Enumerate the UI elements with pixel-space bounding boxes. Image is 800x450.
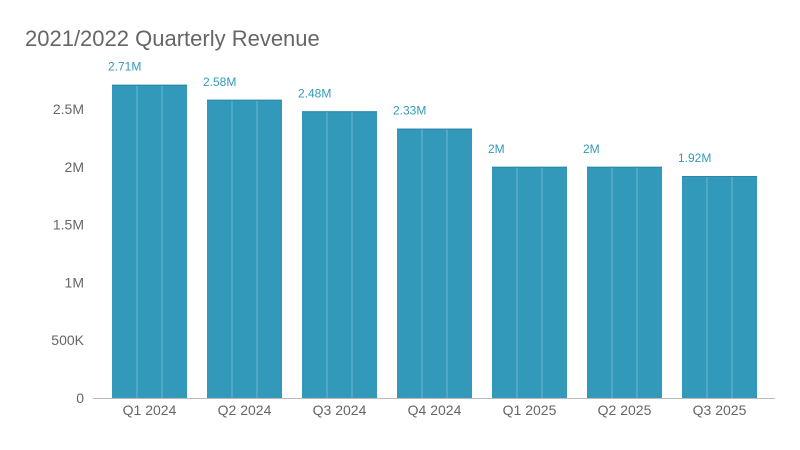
y-tick-label: 1.5M <box>53 217 84 233</box>
data-label: 2M <box>488 142 505 156</box>
x-tick-label: Q1 2025 <box>503 402 557 418</box>
chart-title: 2021/2022 Quarterly Revenue <box>25 26 320 51</box>
y-tick-label: 2.5M <box>53 101 84 117</box>
bar <box>587 166 662 398</box>
x-tick-label: Q1 2024 <box>123 402 177 418</box>
bar <box>302 111 377 398</box>
data-label: 2M <box>583 142 600 156</box>
bar <box>112 84 187 398</box>
data-label: 2.48M <box>298 86 331 100</box>
bar <box>682 176 757 398</box>
y-tick-label: 2M <box>65 159 84 175</box>
x-tick-label: Q4 2024 <box>408 402 462 418</box>
data-label: 2.33M <box>393 104 426 118</box>
data-label: 2.58M <box>203 75 236 89</box>
y-tick-label: 0 <box>76 390 84 406</box>
bar <box>492 166 567 398</box>
bar <box>397 128 472 399</box>
x-tick-label: Q2 2025 <box>598 402 652 418</box>
x-tick-label: Q2 2024 <box>218 402 272 418</box>
x-tick-label: Q3 2024 <box>313 402 367 418</box>
bar <box>207 99 282 398</box>
x-tick-label: Q3 2025 <box>693 402 747 418</box>
y-tick-label: 1M <box>65 274 84 290</box>
data-label: 2.71M <box>108 60 141 74</box>
y-tick-label: 500K <box>51 332 84 348</box>
data-label: 1.92M <box>678 151 711 165</box>
